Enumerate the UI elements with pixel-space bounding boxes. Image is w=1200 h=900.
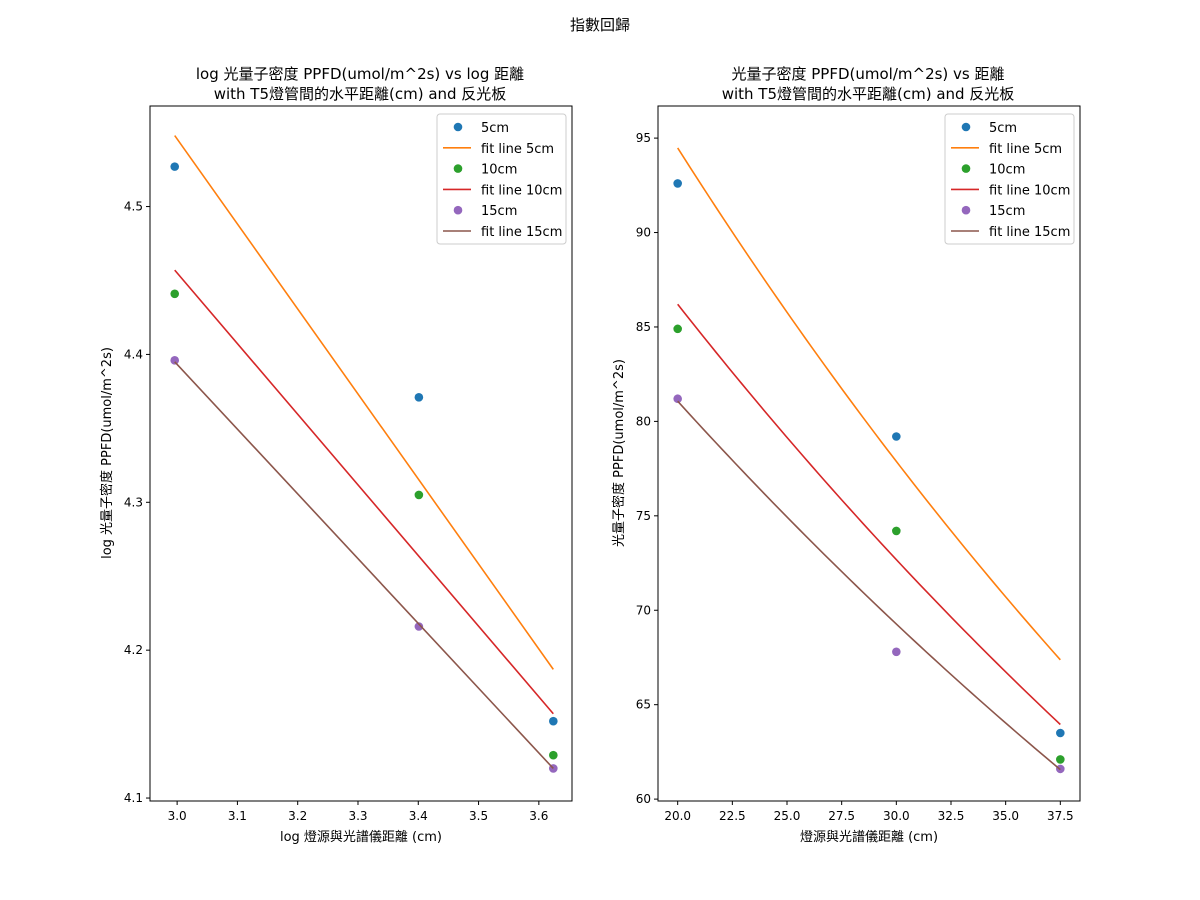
y-axis-label: 光量子密度 PPFD(umol/m^2s) [611,359,627,547]
y-tick-label: 75 [636,509,651,523]
legend-label: 15cm [481,204,517,219]
x-tick-label: 20.0 [664,809,691,823]
fit-line-15cm [174,361,554,770]
legend: 5cm fit line 5cm 10cm fit line 10cm 15cm fit … [944,113,1075,245]
legend-label: fit line 15cm [481,225,562,240]
y-tick-label: 60 [636,792,651,806]
data-point-5cm [673,179,682,188]
fit-curve-10cm [677,303,1061,726]
y-tick-label: 4.2 [124,643,143,657]
data-point-15cm [414,622,424,631]
y-tick-label: 4.5 [124,200,143,214]
y-tick-label: 85 [636,320,651,334]
data-point-5cm [170,162,180,171]
x-tick-label: 3.4 [409,809,428,823]
legend-label: fit line 10cm [481,183,562,198]
data-point-5cm [549,716,558,726]
x-axis-ticks: 20.0 22.5 25.0 27.5 30.0 32.5 35.0 37.5 [664,801,1074,823]
plot-marks [170,135,558,773]
legend-box [436,113,567,245]
data-point-10cm [892,526,901,536]
plot-frame [149,105,573,802]
plot-marks [673,147,1065,774]
chart-title-line2: with T5燈管間的水平距離(cm) and 反光板 [214,85,507,103]
legend-label: fit line 5cm [481,142,554,157]
x-tick-label: 3.2 [288,809,307,823]
data-point-15cm [673,394,682,404]
legend-label: fit line 5cm [989,142,1062,157]
y-axis-ticks: 4.1 4.2 4.3 4.4 4.5 [124,200,150,805]
data-point-15cm [170,356,180,365]
legend-label: fit line 15cm [989,225,1070,240]
x-tick-label: 25.0 [774,809,801,823]
data-point-10cm [414,490,424,500]
y-tick-label: 95 [636,131,651,145]
y-tick-label: 4.4 [124,347,143,361]
data-point-10cm [1056,755,1065,764]
legend-marker [453,205,463,215]
legend-label: 10cm [481,163,517,178]
legend-marker [961,164,971,173]
data-point-10cm [549,750,558,760]
legend: 5cm fit line 5cm 10cm fit line 10cm 15cm fit … [436,113,567,245]
legend-marker [453,122,463,132]
fit-curve-5cm [677,147,1061,661]
x-tick-label: 3.6 [529,809,548,823]
y-axis-label: log 光量子密度 PPFD(umol/m^2s) [99,347,115,559]
fit-line-5cm [174,135,554,670]
legend-box [944,113,1075,245]
data-point-5cm [414,393,424,402]
fit-curve-15cm [677,400,1061,771]
x-tick-label: 3.0 [168,809,187,823]
y-tick-label: 70 [636,603,651,617]
chart-log-log: log 光量子密度 PPFD(umol/m^2s) vs log 距離 with… [99,65,573,845]
x-tick-label: 3.3 [348,809,367,823]
plot-frame [657,105,1081,802]
x-tick-label: 27.5 [828,809,855,823]
legend-marker [453,164,463,173]
data-point-10cm [673,324,682,334]
legend-label: 10cm [989,163,1025,178]
legend-label: 15cm [989,204,1025,219]
y-tick-label: 80 [636,414,651,428]
x-tick-label: 35.0 [992,809,1019,823]
x-tick-label: 37.5 [1047,809,1074,823]
fit-line-10cm [174,269,554,715]
data-point-5cm [892,432,901,441]
legend-marker [961,205,971,215]
chart-linear: 光量子密度 PPFD(umol/m^2s) vs 距離 with T5燈管間的水… [611,65,1081,845]
data-point-15cm [892,647,901,657]
data-point-10cm [170,289,180,299]
y-tick-label: 4.1 [124,791,143,805]
legend-marker [961,122,971,132]
x-tick-label: 30.0 [883,809,910,823]
chart-title-line1: log 光量子密度 PPFD(umol/m^2s) vs log 距離 [196,65,524,83]
x-tick-label: 22.5 [719,809,746,823]
data-point-5cm [1056,728,1065,738]
x-axis-label: log 燈源與光譜儀距離 (cm) [280,830,442,845]
y-tick-label: 4.3 [124,495,143,509]
legend-label: 5cm [481,121,509,136]
y-tick-label: 90 [636,226,651,240]
chart-title-line2: with T5燈管間的水平距離(cm) and 反光板 [722,85,1015,103]
x-axis-label: 燈源與光譜儀距離 (cm) [800,830,938,845]
y-tick-label: 65 [636,698,651,712]
figure-suptitle: 指數回歸 [570,16,630,34]
x-tick-label: 32.5 [938,809,965,823]
x-tick-label: 3.1 [228,809,247,823]
x-axis-ticks: 3.0 3.1 3.2 3.3 3.4 3.5 3.6 [168,801,548,823]
chart-title-line1: 光量子密度 PPFD(umol/m^2s) vs 距離 [731,65,1004,83]
legend-label: 5cm [989,121,1017,136]
legend-label: fit line 10cm [989,183,1070,198]
y-axis-ticks: 60 65 70 75 80 85 90 95 [636,131,658,806]
x-tick-label: 3.5 [469,809,488,823]
